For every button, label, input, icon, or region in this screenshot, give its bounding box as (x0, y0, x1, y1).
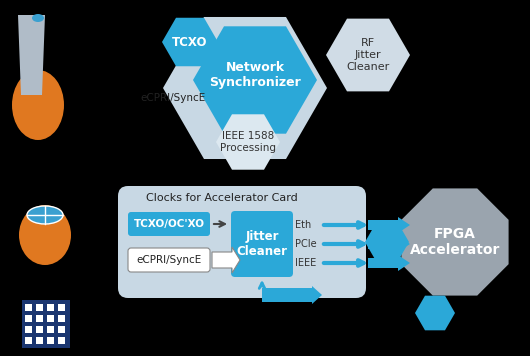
Text: Jitter
Cleaner: Jitter Cleaner (236, 230, 287, 258)
FancyBboxPatch shape (128, 248, 210, 272)
Text: eCPRI/SyncE: eCPRI/SyncE (140, 93, 206, 103)
FancyBboxPatch shape (128, 212, 210, 236)
Text: PCIe: PCIe (295, 239, 316, 249)
Polygon shape (368, 236, 410, 252)
Bar (58, 337, 65, 344)
Bar (47, 315, 54, 322)
Polygon shape (365, 223, 409, 261)
Text: TCXO/OC'XO: TCXO/OC'XO (134, 219, 205, 229)
Polygon shape (368, 217, 410, 233)
Text: FPGA
Accelerator: FPGA Accelerator (410, 227, 500, 257)
Text: RF
Jitter
Cleaner: RF Jitter Cleaner (347, 38, 390, 72)
Bar (36, 337, 43, 344)
Bar (47, 326, 54, 333)
Bar (58, 326, 65, 333)
Bar (25, 337, 32, 344)
Bar (58, 304, 65, 311)
Polygon shape (162, 18, 218, 66)
Bar (58, 315, 65, 322)
Text: eCPRI/SyncE: eCPRI/SyncE (136, 255, 201, 265)
Text: Clocks for Accelerator Card: Clocks for Accelerator Card (146, 193, 298, 203)
Polygon shape (163, 17, 327, 159)
Bar (25, 304, 32, 311)
Ellipse shape (12, 70, 64, 140)
Text: TCXO: TCXO (172, 36, 208, 48)
Text: IEEE: IEEE (295, 258, 316, 268)
Ellipse shape (27, 206, 63, 224)
Ellipse shape (19, 205, 71, 265)
Bar (25, 315, 32, 322)
Bar (36, 315, 43, 322)
Text: Network
Synchronizer: Network Synchronizer (209, 61, 301, 89)
Bar (25, 326, 32, 333)
Polygon shape (193, 26, 317, 134)
Polygon shape (18, 15, 45, 95)
FancyBboxPatch shape (231, 211, 293, 277)
FancyArrow shape (262, 286, 322, 304)
Bar (47, 337, 54, 344)
Polygon shape (212, 247, 240, 273)
Bar (22, 300, 70, 348)
Polygon shape (415, 296, 455, 330)
Ellipse shape (32, 14, 44, 22)
Text: IEEE 1588
Processing: IEEE 1588 Processing (220, 131, 276, 153)
Text: Eth: Eth (295, 220, 311, 230)
Bar (47, 304, 54, 311)
Bar (36, 304, 43, 311)
Polygon shape (368, 255, 410, 271)
Bar (36, 326, 43, 333)
Polygon shape (216, 114, 280, 170)
Polygon shape (401, 188, 509, 295)
FancyBboxPatch shape (118, 186, 366, 298)
Polygon shape (326, 19, 410, 91)
